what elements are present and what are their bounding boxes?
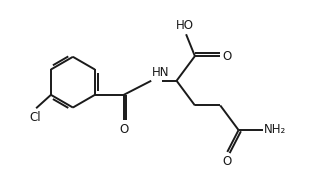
Text: O: O [222, 155, 231, 168]
Text: Cl: Cl [29, 111, 41, 124]
Text: NH₂: NH₂ [264, 123, 286, 136]
Text: O: O [222, 50, 231, 63]
Text: HN: HN [152, 66, 169, 79]
Text: HO: HO [176, 19, 194, 32]
Text: O: O [119, 123, 128, 136]
